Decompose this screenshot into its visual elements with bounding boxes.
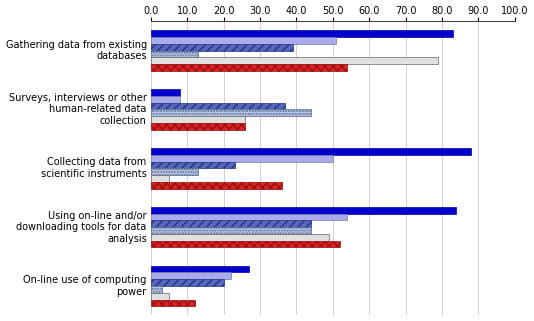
Bar [151, 109, 311, 116]
Bar [151, 213, 347, 221]
Bar [151, 279, 224, 286]
Bar [151, 266, 249, 273]
Bar [151, 175, 169, 182]
Bar [151, 64, 347, 71]
Bar [151, 96, 180, 103]
Bar [151, 116, 246, 123]
Bar [151, 44, 293, 50]
Bar [151, 89, 180, 96]
Bar [151, 148, 471, 155]
Bar [151, 221, 311, 227]
Bar [151, 155, 333, 161]
Bar [151, 182, 282, 188]
Bar [151, 123, 246, 130]
Bar [151, 57, 438, 64]
Bar [151, 273, 231, 279]
Bar [151, 103, 286, 109]
Bar [151, 50, 198, 57]
Bar [151, 161, 234, 168]
Bar [151, 227, 311, 234]
Bar [151, 241, 340, 247]
Bar [151, 168, 198, 175]
Bar [151, 30, 453, 37]
Bar [151, 293, 169, 299]
Bar [151, 286, 162, 293]
Bar [151, 37, 336, 44]
Bar [151, 234, 329, 241]
Bar [151, 299, 194, 306]
Bar [151, 207, 457, 213]
